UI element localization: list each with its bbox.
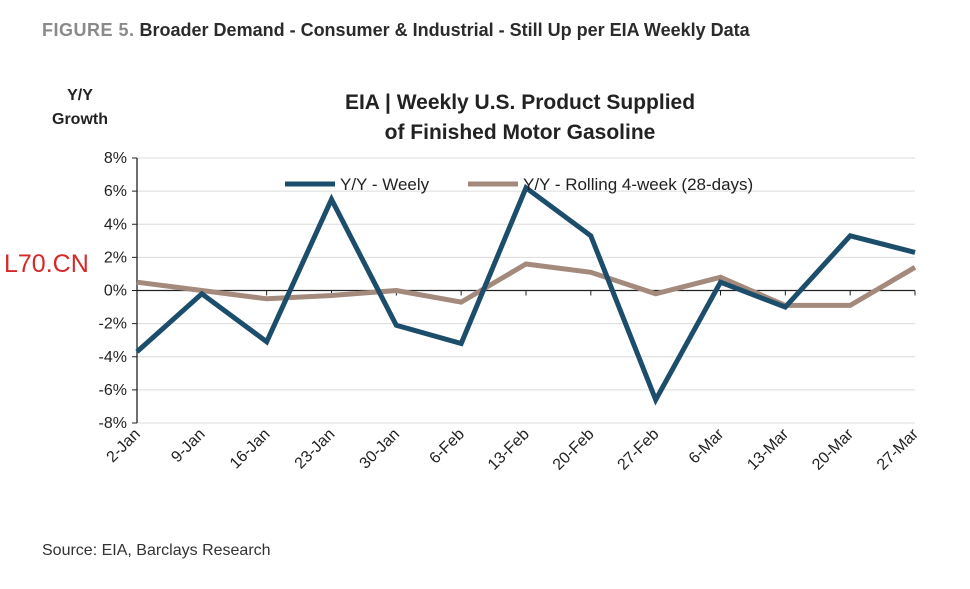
y-axis-label-line-2: Growth xyxy=(52,111,108,128)
figure-number: FIGURE 5. xyxy=(42,20,135,40)
x-tick-label: 20-Feb xyxy=(550,426,598,474)
x-tick-label: 27-Mar xyxy=(874,425,922,473)
legend-item-weekly-label: Y/Y - Weely xyxy=(340,175,430,194)
source-note: Source: EIA, Barclays Research xyxy=(42,542,271,559)
x-tick-label: 27-Feb xyxy=(615,426,663,474)
chart-title-line-1: EIA | Weekly U.S. Product Supplied xyxy=(344,91,696,114)
y-tick-label: 6% xyxy=(104,183,127,200)
chart-title: EIA | Weekly U.S. Product Supplied of Fi… xyxy=(300,88,740,148)
series-lines xyxy=(135,183,917,406)
series-line-rolling xyxy=(136,261,917,308)
x-tick-label: 13-Feb xyxy=(485,426,533,474)
x-tick-label: 9-Jan xyxy=(168,426,208,466)
watermark: L70.CN xyxy=(4,250,89,278)
gridlines xyxy=(137,157,915,424)
legend: Y/Y - Weely Y/Y - Rolling 4-week (28-days… xyxy=(285,175,753,194)
y-tick-label: -6% xyxy=(99,382,127,399)
y-tick-label: -2% xyxy=(99,316,127,333)
x-tick-label: 23-Jan xyxy=(292,426,339,473)
series-line-weekly xyxy=(135,183,916,406)
chart-title-line-2: of Finished Motor Gasoline xyxy=(384,121,656,144)
legend-item-rolling-label: Y/Y - Rolling 4-week (28-days) xyxy=(523,175,753,194)
y-axis-label-line-1: Y/Y xyxy=(67,87,93,104)
figure-title: Broader Demand - Consumer & Industrial -… xyxy=(139,20,750,40)
figure-header: FIGURE 5. Broader Demand - Consumer & In… xyxy=(42,20,750,41)
x-tick-label: 30-Jan xyxy=(357,426,404,473)
y-tick-label: 2% xyxy=(104,249,127,266)
x-tick-label: 13-Mar xyxy=(744,425,792,473)
y-tick-label: -8% xyxy=(99,415,127,432)
x-tick-label: 6-Mar xyxy=(686,425,728,467)
x-axis-ticks: 2-Jan 9-Jan 16-Jan 23-Jan 30-Jan 6-Feb 13-Feb 2… xyxy=(104,290,922,474)
y-axis-ticks: 8% 6% 4% 2% 0% -2% -4% -6% -8% xyxy=(99,150,137,432)
y-axis-label: Y/Y Growth xyxy=(40,84,120,132)
y-tick-label: 8% xyxy=(104,150,127,167)
y-tick-label: 4% xyxy=(104,216,127,233)
x-tick-label: 6-Feb xyxy=(426,426,468,468)
x-tick-label: 20-Mar xyxy=(809,425,857,473)
y-tick-label: 0% xyxy=(104,283,127,300)
y-tick-label: -4% xyxy=(99,349,127,366)
x-tick-label: 16-Jan xyxy=(227,426,274,473)
